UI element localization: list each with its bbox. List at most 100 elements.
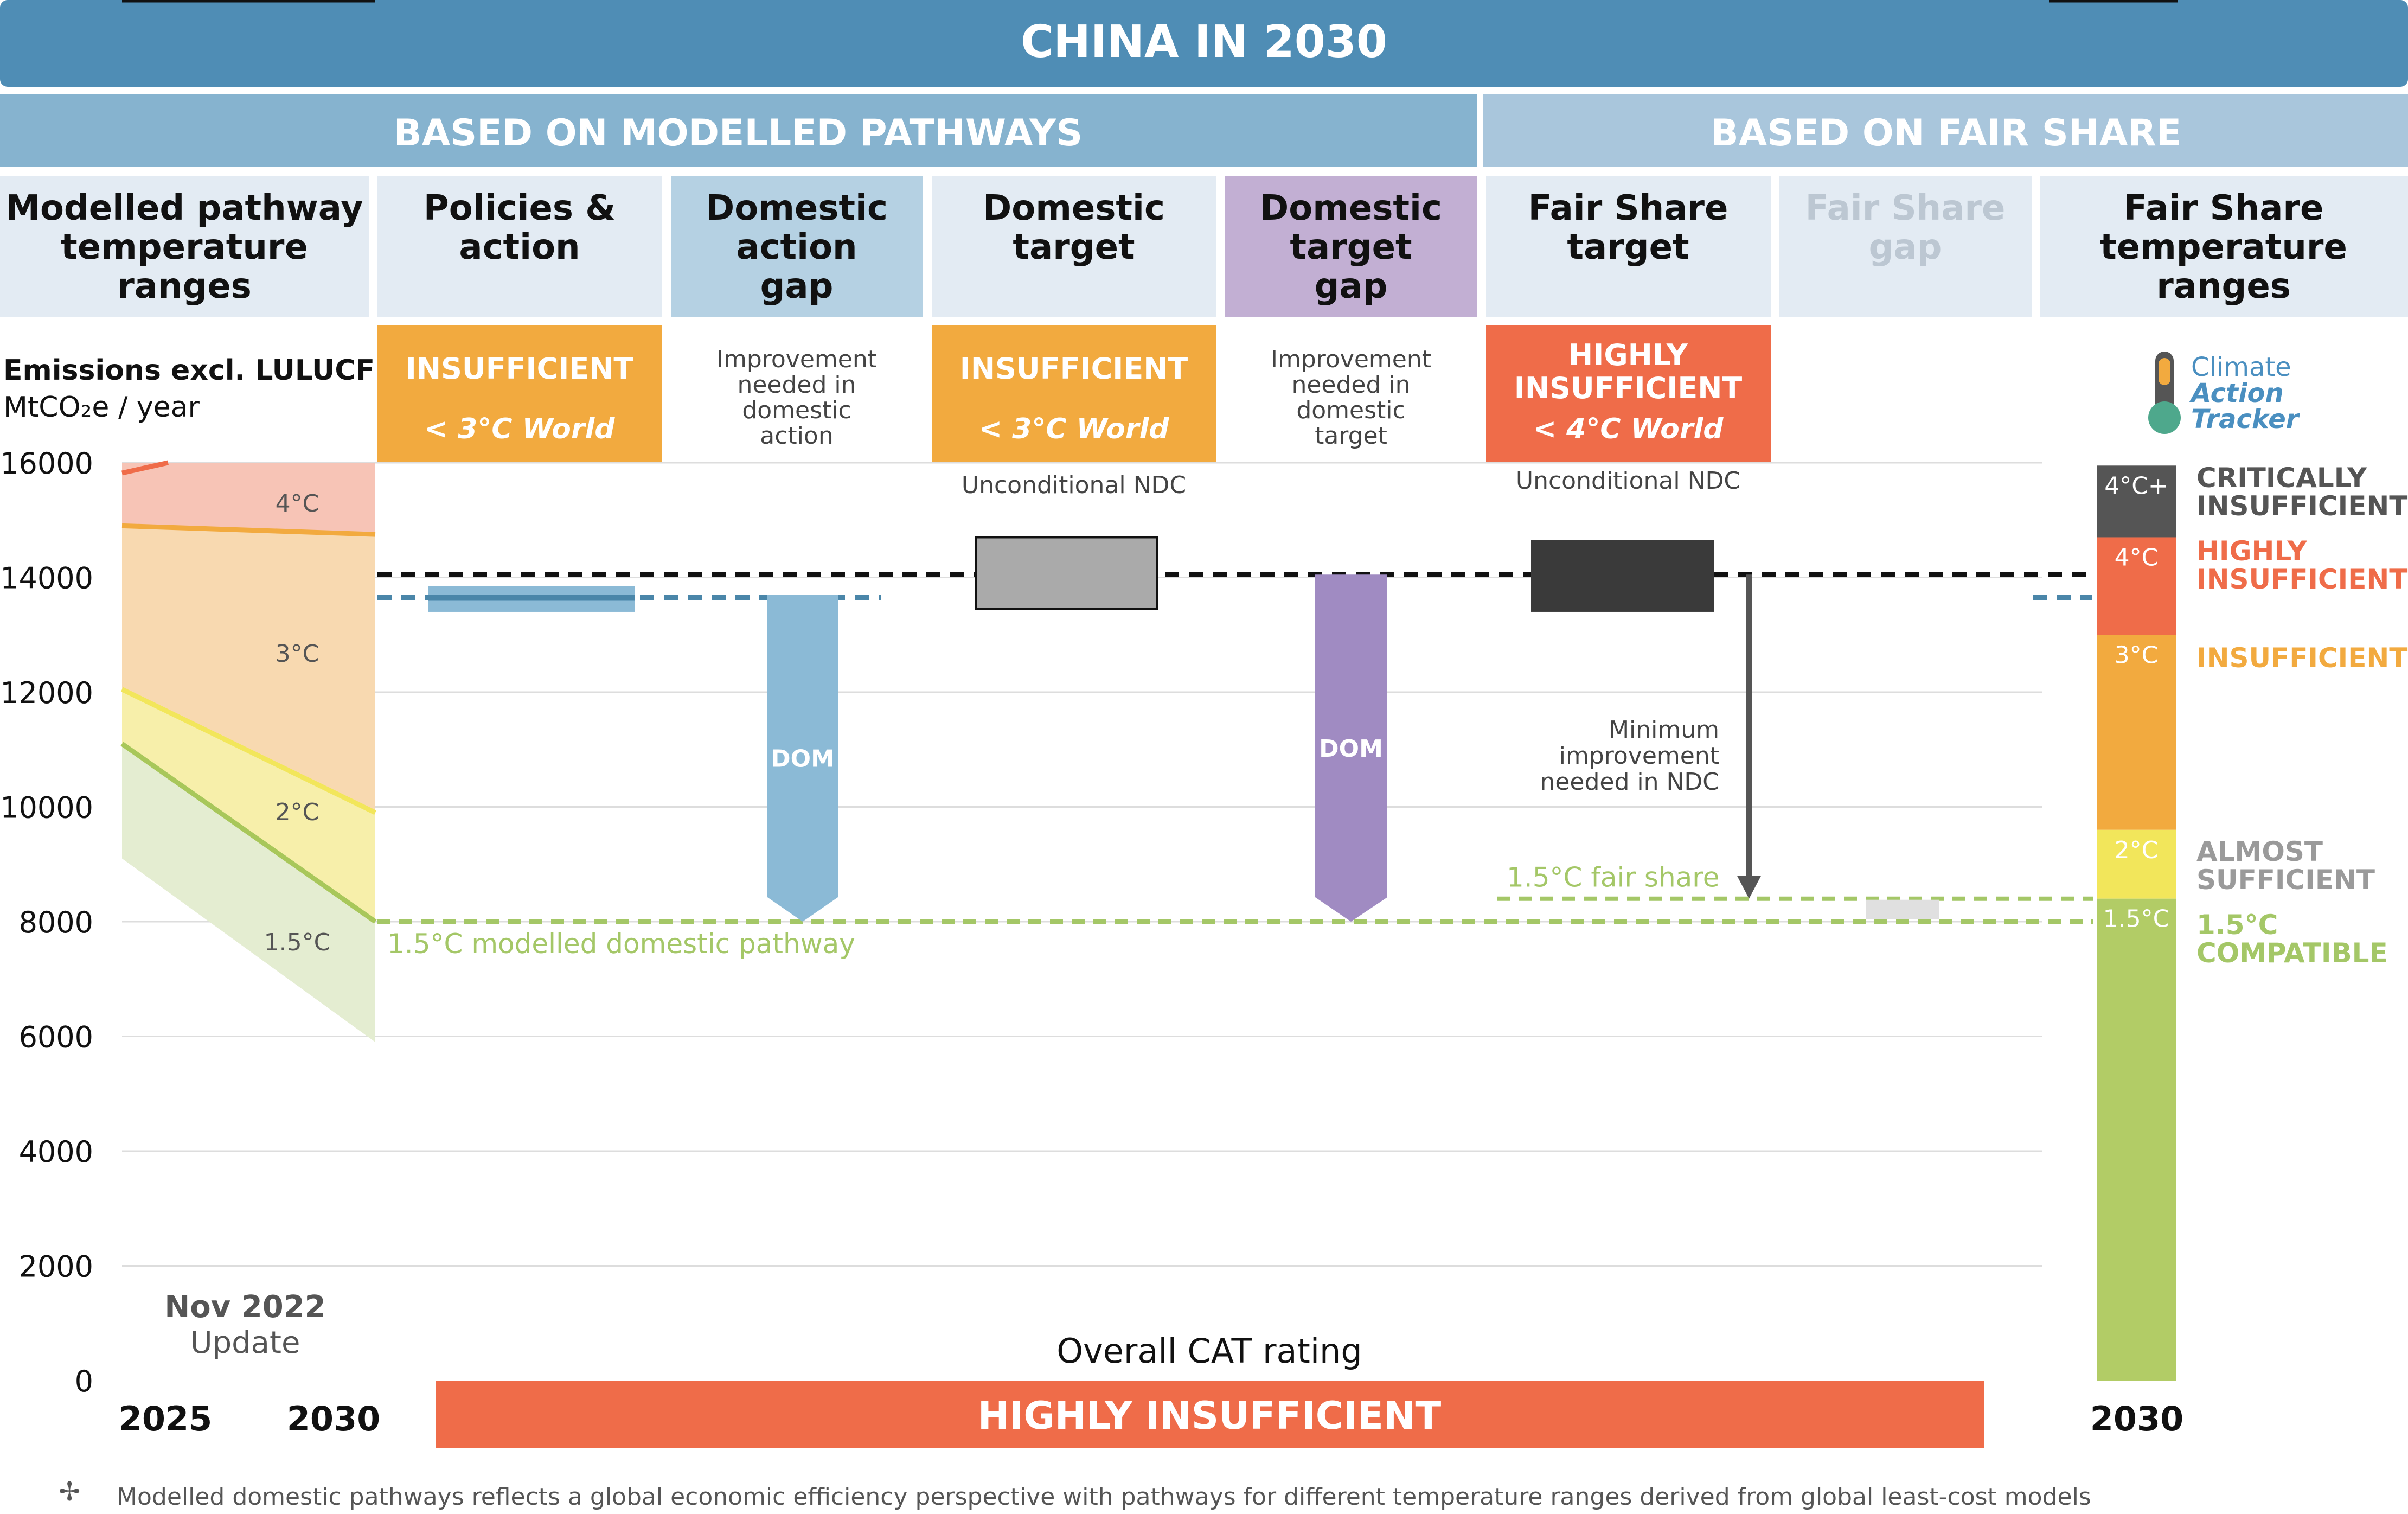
logo-line-2: Action bbox=[2189, 378, 2284, 408]
section-fairshare-banner bbox=[1483, 94, 2408, 167]
legend-compatible-1: 1.5°C bbox=[2196, 909, 2278, 941]
col-header-fair-share-ranges-2: temperature bbox=[2100, 227, 2347, 267]
fs-range-0 bbox=[2097, 465, 2176, 538]
col-header-modelled-pathway-2: temperature bbox=[61, 227, 308, 267]
rating-fair-share-label-1: HIGHLY bbox=[1568, 338, 1688, 372]
note-unconditional-ndc-domestic: Unconditional NDC bbox=[962, 471, 1186, 499]
rating-policies-world: < 3°C World bbox=[424, 413, 615, 445]
y-tick-4000: 4000 bbox=[19, 1135, 93, 1169]
band-1-5c bbox=[122, 744, 375, 1043]
legend-highly-2: INSUFFICIENT bbox=[2196, 564, 2407, 595]
col-header-fair-share-target-2: target bbox=[1567, 227, 1689, 267]
y-tick-0: 0 bbox=[75, 1364, 93, 1398]
col-header-bg-5 bbox=[1225, 176, 1477, 317]
x-tick-2025: 2025 bbox=[119, 1399, 213, 1439]
overall-rating-value: HIGHLY INSUFFICIENT bbox=[978, 1394, 1442, 1438]
band-label-4c: 4°C bbox=[276, 490, 319, 518]
grid-lines bbox=[122, 462, 2042, 1267]
chart-title: CHINA IN 2030 bbox=[1021, 16, 1387, 68]
domestic-action-gap-label: DOM bbox=[771, 745, 835, 773]
col-header-bg-2 bbox=[377, 176, 662, 317]
rating-domestic-target-label: INSUFFICIENT bbox=[960, 352, 1188, 386]
col-header-fair-share-ranges-3: ranges bbox=[2156, 266, 2291, 306]
modelled-domestic-line-label: 1.5°C modelled domestic pathway bbox=[387, 928, 855, 960]
domestic-target-range bbox=[975, 536, 1158, 610]
col-header-fair-share-ranges-1: Fair Share bbox=[2124, 188, 2324, 228]
col-header-bg-4 bbox=[932, 176, 1216, 317]
y-tick-2000: 2000 bbox=[19, 1250, 93, 1284]
x-tick-2030-right: 2030 bbox=[2090, 1399, 2184, 1439]
col-header-dom-target-gap-2: target bbox=[1290, 227, 1412, 267]
col-header-bg-8 bbox=[2040, 176, 2408, 317]
fs-range-label-1: 4°C bbox=[2115, 544, 2159, 571]
col-header-bg-3 bbox=[671, 176, 923, 317]
band-3c-lower-line bbox=[121, 687, 376, 815]
domestic-target-gap-arrow bbox=[1315, 574, 1387, 922]
fs-range-label-0: 4°C+ bbox=[2104, 472, 2168, 500]
band-2c-lower-line bbox=[120, 742, 377, 924]
title-banner bbox=[0, 0, 2408, 87]
col-header-bg-7 bbox=[1779, 176, 2032, 317]
fs-range-label-4: 1.5°C bbox=[2103, 905, 2170, 933]
logo-line-1: Climate bbox=[2191, 352, 2291, 382]
band-label-1-5c: 1.5°C bbox=[264, 929, 331, 956]
note-dom-action-4: action bbox=[760, 422, 833, 450]
note-min-improvement-1: Minimum bbox=[1609, 716, 1719, 744]
band-top-red-line bbox=[121, 460, 169, 476]
fair-share-target-range bbox=[1531, 540, 1714, 612]
legend-insufficient: INSUFFICIENT bbox=[2196, 642, 2407, 674]
col-header-fair-share-gap-2: gap bbox=[1869, 227, 1942, 267]
legend-critically-2: INSUFFICIENT bbox=[2196, 490, 2407, 522]
col-header-policies-2: action bbox=[459, 227, 580, 267]
note-dom-action-1: Improvement bbox=[716, 346, 877, 373]
section-modelled-title: BASED ON MODELLED PATHWAYS bbox=[394, 112, 1083, 155]
modelled-pathway-bands: 4°C 3°C 2°C 1.5°C bbox=[120, 460, 377, 1043]
band-2c bbox=[122, 689, 375, 922]
y-tick-8000: 8000 bbox=[19, 905, 93, 940]
band-label-3c: 3°C bbox=[276, 640, 319, 668]
legend-compatible-2: COMPATIBLE bbox=[2196, 937, 2388, 969]
fair-share-line-label: 1.5°C fair share bbox=[1507, 862, 1720, 893]
col-header-bg-6 bbox=[1486, 176, 1771, 317]
col-header-modelled-pathway-3: ranges bbox=[117, 266, 252, 306]
rating-policies-label: INSUFFICIENT bbox=[406, 352, 634, 386]
col-header-policies-1: Policies & bbox=[424, 188, 616, 228]
col-header-bg-1 bbox=[0, 176, 369, 317]
col-header-dom-target-2: target bbox=[1013, 227, 1135, 267]
rating-domestic-target-world: < 3°C World bbox=[978, 413, 1169, 445]
note-dom-action-2: needed in bbox=[737, 371, 856, 399]
band-3c bbox=[122, 526, 375, 813]
rating-box-policies bbox=[377, 325, 662, 463]
y-tick-12000: 12000 bbox=[0, 676, 93, 710]
domestic-target-gap-label: DOM bbox=[1319, 735, 1383, 763]
update-label: Update bbox=[190, 1325, 300, 1360]
section-fairshare-title: BASED ON FAIR SHARE bbox=[1711, 112, 2181, 155]
section-modelled-banner bbox=[0, 94, 1477, 167]
fs-range-4 bbox=[2097, 898, 2176, 1381]
rating-box-domestic-target bbox=[932, 325, 1216, 463]
logo-line-3: Tracker bbox=[2191, 404, 2301, 435]
col-header-dom-action-gap-1: Domestic bbox=[706, 188, 888, 228]
note-dom-action-3: domestic bbox=[742, 397, 851, 424]
note-min-improvement-2: improvement bbox=[1559, 742, 1719, 770]
fs-range-label-2: 3°C bbox=[2115, 641, 2159, 669]
col-header-dom-target-1: Domestic bbox=[983, 188, 1165, 228]
overall-rating-label: Overall CAT rating bbox=[1056, 1331, 1362, 1371]
col-header-dom-target-gap-3: gap bbox=[1315, 266, 1388, 306]
rating-fair-share-label-2: INSUFFICIENT bbox=[1514, 371, 1743, 405]
y-tick-labels: 0 2000 4000 6000 8000 10000 12000 14000 16000 bbox=[0, 446, 93, 1398]
note-dom-target-2: needed in bbox=[1291, 371, 1410, 399]
note-dom-target-1: Improvement bbox=[1271, 346, 1431, 373]
note-unconditional-ndc-fair: Unconditional NDC bbox=[1516, 467, 1740, 495]
fs-range-label-3: 2°C bbox=[2115, 836, 2159, 864]
domestic-action-gap-arrow bbox=[767, 595, 838, 922]
y-axis-title-2: MtCO₂e / year bbox=[3, 391, 200, 424]
y-tick-14000: 14000 bbox=[0, 561, 93, 596]
y-axis-title-1: Emissions excl. LULUCF bbox=[3, 354, 375, 387]
col-header-modelled-pathway-1: Modelled pathway bbox=[5, 188, 363, 228]
col-header-fair-share-gap-1: Fair Share bbox=[1805, 188, 2006, 228]
fs-range-2 bbox=[2097, 635, 2176, 830]
col-header-dom-action-gap-3: gap bbox=[760, 266, 834, 306]
y-tick-10000: 10000 bbox=[0, 791, 93, 825]
